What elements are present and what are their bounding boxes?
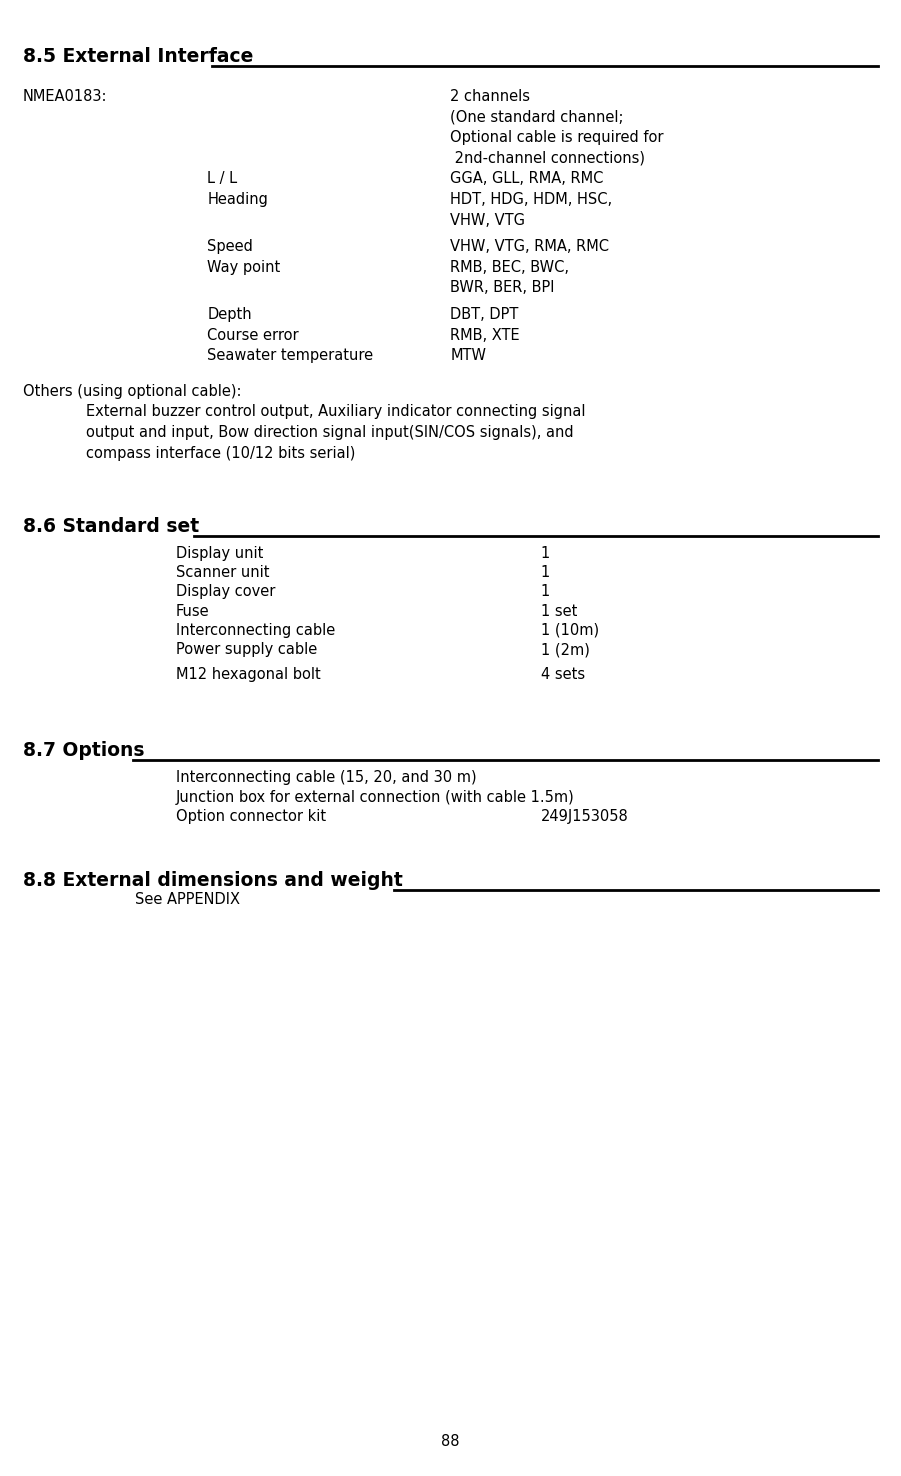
Text: Fuse: Fuse	[176, 604, 209, 618]
Text: Optional cable is required for: Optional cable is required for	[450, 130, 664, 145]
Text: 8.7 Options: 8.7 Options	[23, 741, 144, 760]
Text: Interconnecting cable: Interconnecting cable	[176, 623, 335, 638]
Text: Speed: Speed	[207, 239, 253, 254]
Text: 1 (2m): 1 (2m)	[541, 642, 589, 657]
Text: HDT, HDG, HDM, HSC,: HDT, HDG, HDM, HSC,	[450, 192, 613, 207]
Text: NMEA0183:: NMEA0183:	[23, 89, 107, 103]
Text: MTW: MTW	[450, 348, 487, 363]
Text: VHW, VTG, RMA, RMC: VHW, VTG, RMA, RMC	[450, 239, 609, 254]
Text: 1: 1	[541, 565, 550, 580]
Text: 2nd-channel connections): 2nd-channel connections)	[450, 151, 645, 165]
Text: Display unit: Display unit	[176, 546, 263, 561]
Text: VHW, VTG: VHW, VTG	[450, 213, 525, 227]
Text: Depth: Depth	[207, 307, 252, 322]
Text: 88: 88	[441, 1435, 460, 1449]
Text: 1: 1	[541, 584, 550, 599]
Text: RMB, XTE: RMB, XTE	[450, 328, 520, 342]
Text: 1 (10m): 1 (10m)	[541, 623, 599, 638]
Text: Way point: Way point	[207, 260, 280, 275]
Text: DBT, DPT: DBT, DPT	[450, 307, 519, 322]
Text: Option connector kit: Option connector kit	[176, 809, 326, 824]
Text: (One standard channel;: (One standard channel;	[450, 109, 624, 124]
Text: 1: 1	[541, 546, 550, 561]
Text: Display cover: Display cover	[176, 584, 275, 599]
Text: 1 set: 1 set	[541, 604, 577, 618]
Text: 249J153058: 249J153058	[541, 809, 628, 824]
Text: RMB, BEC, BWC,: RMB, BEC, BWC,	[450, 260, 569, 275]
Text: External buzzer control output, Auxiliary indicator connecting signal: External buzzer control output, Auxiliar…	[86, 404, 585, 419]
Text: See APPENDIX: See APPENDIX	[135, 892, 241, 906]
Text: compass interface (10/12 bits serial): compass interface (10/12 bits serial)	[86, 446, 355, 461]
Text: 4 sets: 4 sets	[541, 667, 585, 682]
Text: Heading: Heading	[207, 192, 268, 207]
Text: Scanner unit: Scanner unit	[176, 565, 269, 580]
Text: 2 channels: 2 channels	[450, 89, 531, 103]
Text: Seawater temperature: Seawater temperature	[207, 348, 373, 363]
Text: output and input, Bow direction signal input(SIN/COS signals), and: output and input, Bow direction signal i…	[86, 425, 573, 440]
Text: Interconnecting cable (15, 20, and 30 m): Interconnecting cable (15, 20, and 30 m)	[176, 770, 477, 785]
Text: Junction box for external connection (with cable 1.5m): Junction box for external connection (wi…	[176, 790, 575, 804]
Text: 8.6 Standard set: 8.6 Standard set	[23, 517, 198, 536]
Text: 8.5 External Interface: 8.5 External Interface	[23, 47, 253, 66]
Text: BWR, BER, BPI: BWR, BER, BPI	[450, 280, 555, 295]
Text: Course error: Course error	[207, 328, 299, 342]
Text: M12 hexagonal bolt: M12 hexagonal bolt	[176, 667, 321, 682]
Text: 8.8 External dimensions and weight: 8.8 External dimensions and weight	[23, 871, 402, 890]
Text: Others (using optional cable):: Others (using optional cable):	[23, 384, 241, 399]
Text: L / L: L / L	[207, 171, 237, 186]
Text: GGA, GLL, RMA, RMC: GGA, GLL, RMA, RMC	[450, 171, 604, 186]
Text: Power supply cable: Power supply cable	[176, 642, 317, 657]
